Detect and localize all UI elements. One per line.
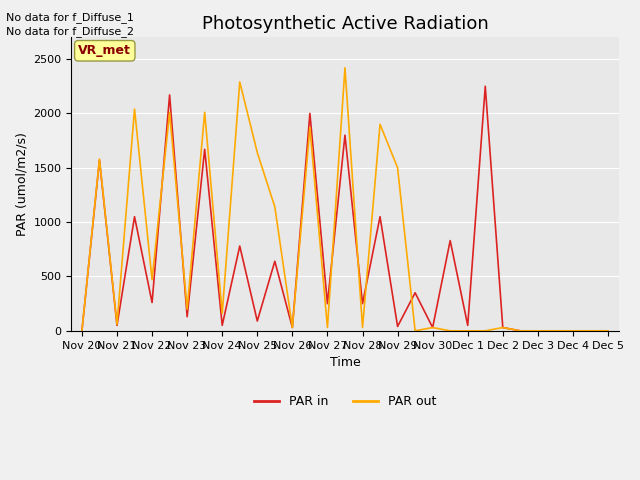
Title: Photosynthetic Active Radiation: Photosynthetic Active Radiation (202, 15, 488, 33)
Text: No data for f_Diffuse_1: No data for f_Diffuse_1 (6, 12, 134, 23)
Legend: PAR in, PAR out: PAR in, PAR out (248, 390, 442, 413)
Text: No data for f_Diffuse_2: No data for f_Diffuse_2 (6, 26, 134, 37)
X-axis label: Time: Time (330, 356, 360, 369)
Text: VR_met: VR_met (78, 44, 131, 57)
Y-axis label: PAR (umol/m2/s): PAR (umol/m2/s) (15, 132, 28, 236)
